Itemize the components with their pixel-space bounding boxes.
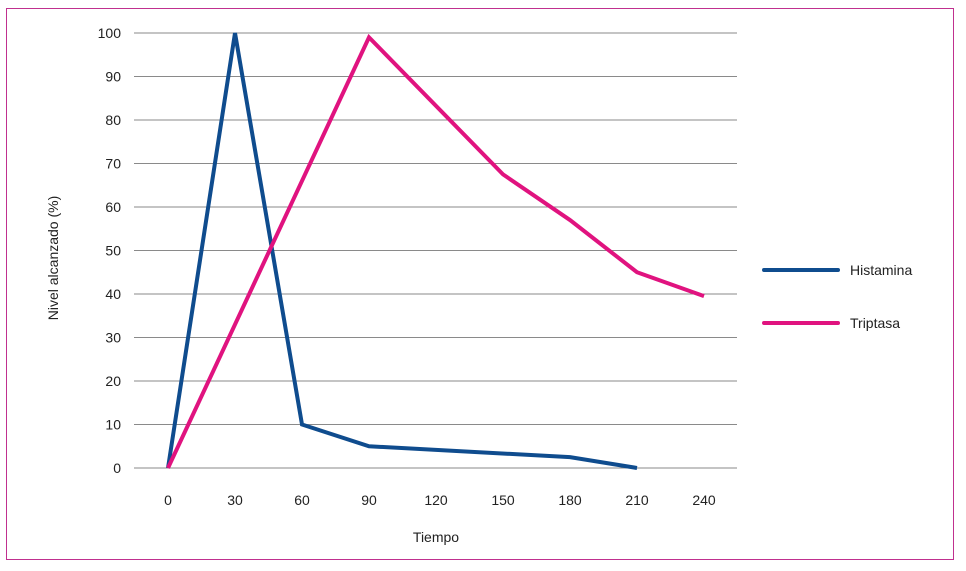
y-tick-label: 10: [105, 417, 121, 433]
x-tick-label: 60: [294, 492, 310, 508]
y-tick-label: 80: [105, 112, 121, 128]
y-tick-label: 20: [105, 373, 121, 389]
y-tick-label: 90: [105, 69, 121, 85]
y-tick-label: 50: [105, 243, 121, 259]
x-tick-label: 0: [164, 492, 172, 508]
y-tick-label: 30: [105, 330, 121, 346]
x-tick-label: 180: [558, 492, 582, 508]
y-tick-label: 60: [105, 199, 121, 215]
y-axis-title: Nivel alcanzado (%): [45, 196, 61, 321]
x-tick-label: 90: [361, 492, 377, 508]
y-tick-label: 100: [98, 25, 122, 41]
x-tick-label: 210: [625, 492, 649, 508]
chart-frame: [6, 8, 954, 560]
legend-label-histamina: Histamina: [850, 262, 912, 278]
legend: Histamina Triptasa: [762, 262, 912, 331]
y-tick-label: 40: [105, 286, 121, 302]
y-tick-label: 0: [113, 460, 121, 476]
x-tick-label: 120: [424, 492, 448, 508]
y-tick-label: 70: [105, 156, 121, 172]
legend-label-triptasa: Triptasa: [850, 315, 900, 331]
x-axis-title: Tiempo: [413, 529, 459, 545]
series-line-triptasa: [166, 33, 705, 469]
x-tick-labels: 0 30 60 90 120 150 180 210 240: [164, 492, 716, 508]
series-line-histamina: [166, 32, 638, 470]
x-tick-label: 30: [227, 492, 243, 508]
x-tick-label: 150: [491, 492, 515, 508]
x-tick-label: 240: [692, 492, 716, 508]
y-tick-labels: 0 10 20 30 40 50 60 70 80 90 100: [98, 25, 122, 476]
series-lines: [166, 32, 705, 470]
